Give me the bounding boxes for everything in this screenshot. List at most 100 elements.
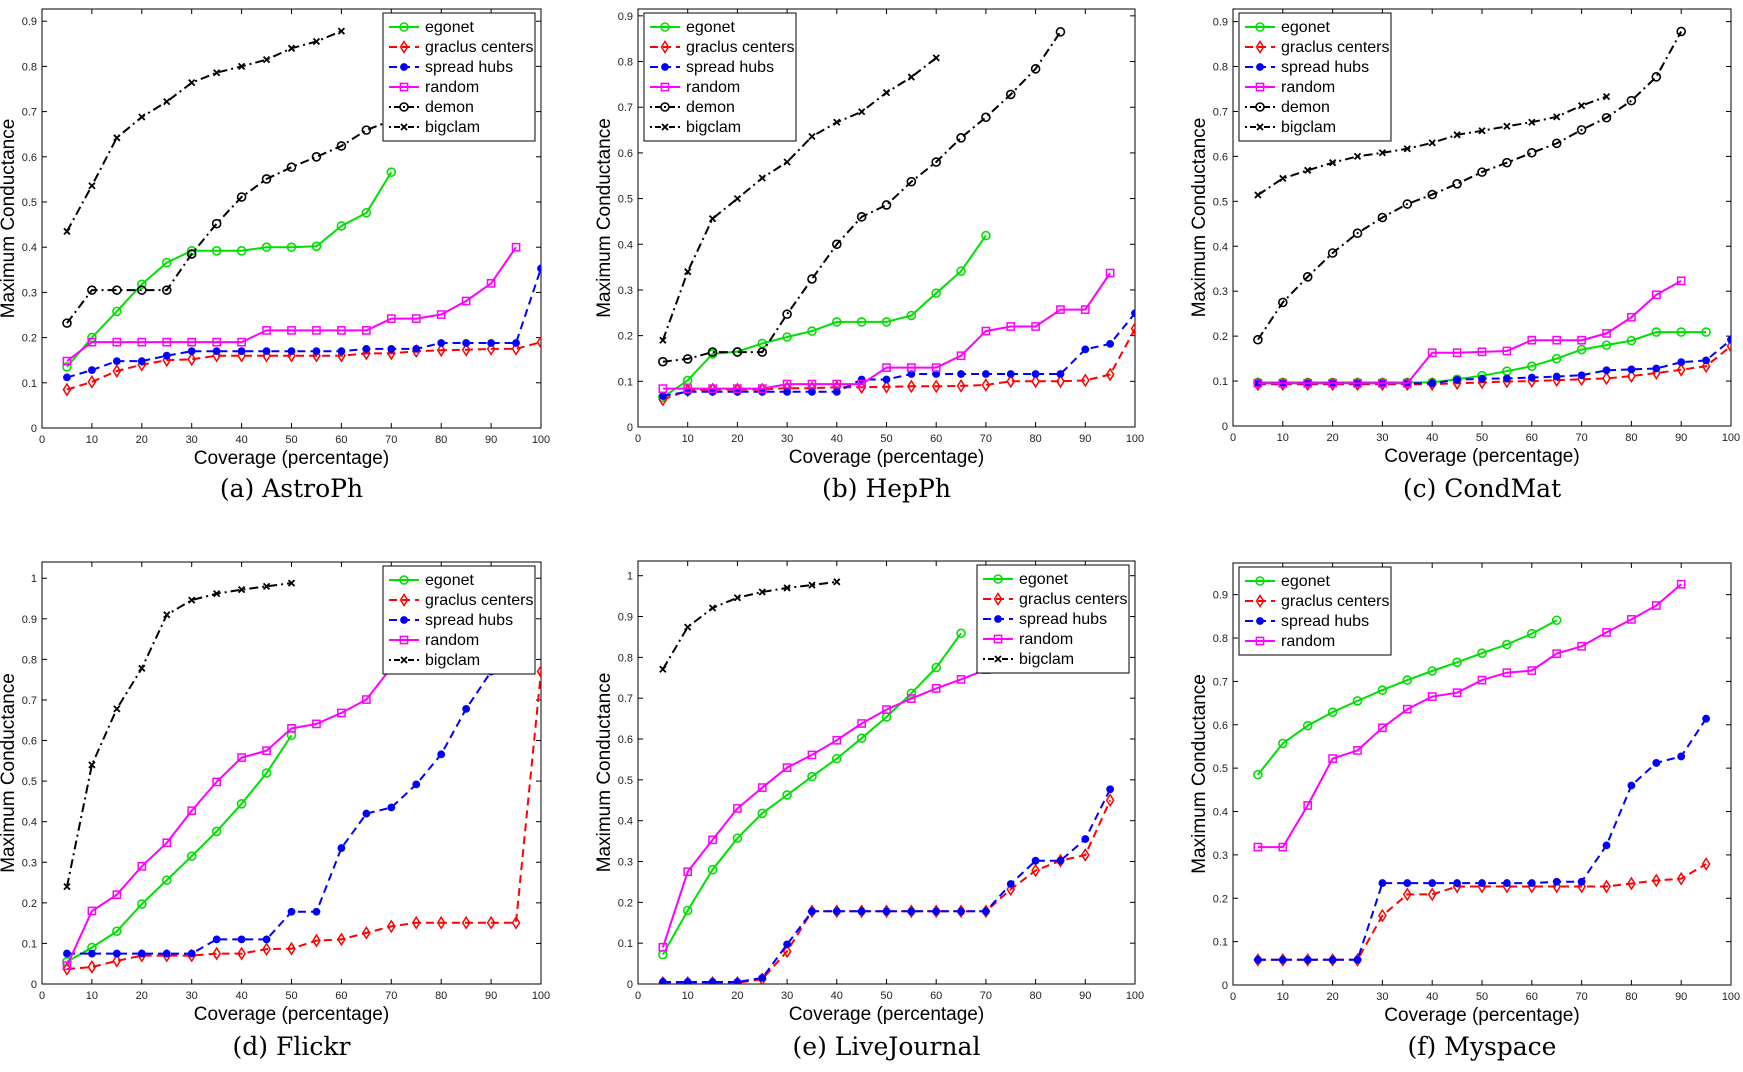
data-point-egonet xyxy=(261,768,272,778)
data-point-bigclam xyxy=(287,44,296,52)
chart-panel: 0 10 20 30 40 50 60 70 80 90 100 0 0.1 0.2 0.3 0.4 0.5 0.… xyxy=(0,561,550,1061)
data-point-spread-hubs xyxy=(1031,370,1040,378)
data-point-bigclam xyxy=(1328,159,1337,167)
data-point-random xyxy=(1502,346,1512,356)
x-tick-label: 30 xyxy=(781,433,793,445)
data-point-random xyxy=(212,337,222,347)
data-point-demon xyxy=(1427,189,1437,200)
data-point-graclus-centers xyxy=(436,343,446,358)
data-point-spread-hubs xyxy=(1503,879,1511,887)
y-tick-label: 0.9 xyxy=(22,614,37,626)
x-tick-label: 40 xyxy=(1426,991,1438,1003)
data-point-spread-hubs xyxy=(832,387,841,396)
data-point-egonet xyxy=(682,905,693,916)
data-point-random xyxy=(112,337,122,347)
data-point-egonet xyxy=(211,826,222,837)
data-point-random xyxy=(486,279,496,288)
data-point-egonet xyxy=(311,241,322,252)
data-point-bigclam xyxy=(163,611,171,619)
data-point-demon xyxy=(956,133,966,143)
data-point-demon xyxy=(87,285,97,295)
data-point-egonet xyxy=(236,799,247,809)
legend-marker-demon xyxy=(660,102,670,112)
data-point-spread-hubs xyxy=(1627,781,1636,790)
x-tick-label: 90 xyxy=(485,990,497,1002)
data-point-graclus-centers xyxy=(486,342,496,356)
data-point-bigclam xyxy=(684,268,692,276)
series-group xyxy=(658,27,1135,407)
data-point-random xyxy=(1552,649,1562,658)
legend: egonet graclus centers spread hubs random bi… xyxy=(976,564,1130,674)
data-point-graclus-centers xyxy=(1105,793,1115,808)
x-tick-label: 0 xyxy=(39,990,45,1002)
legend-marker-graclus-centers xyxy=(1255,40,1265,54)
data-point-spread-hubs xyxy=(882,907,891,916)
y-tick-label: 0.4 xyxy=(1213,241,1228,253)
x-tick-label: 60 xyxy=(1526,991,1538,1003)
data-point-demon xyxy=(732,347,743,357)
data-point-egonet xyxy=(1452,657,1462,668)
data-point-graclus-centers xyxy=(287,941,296,956)
legend-marker-random xyxy=(399,635,409,645)
data-point-spread-hubs xyxy=(982,370,990,378)
data-point-spread-hubs xyxy=(1652,759,1661,767)
data-point-spread-hubs xyxy=(88,366,96,375)
data-point-egonet xyxy=(137,899,147,909)
series-line-spread-hubs xyxy=(67,671,492,955)
data-point-spread-hubs xyxy=(1403,879,1412,887)
data-point-bigclam xyxy=(138,664,146,672)
legend-label-egonet: egonet xyxy=(1281,19,1330,36)
data-point-bigclam xyxy=(1254,191,1262,199)
data-point-graclus-centers xyxy=(386,919,396,934)
x-tick-label: 80 xyxy=(1029,433,1041,445)
data-point-egonet xyxy=(161,875,172,885)
y-tick-label: 0.3 xyxy=(1213,286,1228,298)
data-point-spread-hubs xyxy=(287,347,296,356)
data-point-egonet xyxy=(1402,675,1413,685)
data-point-demon xyxy=(807,274,817,284)
y-tick-label: 0.8 xyxy=(1213,62,1228,74)
data-point-spread-hubs xyxy=(487,339,496,347)
data-point-spread-hubs xyxy=(783,940,791,949)
data-point-graclus-centers xyxy=(1627,876,1636,891)
data-point-egonet xyxy=(782,332,792,342)
x-tick-label: 100 xyxy=(1126,433,1144,445)
data-point-spread-hubs xyxy=(683,978,692,984)
data-point-random xyxy=(832,735,842,745)
x-tick-label: 10 xyxy=(1277,991,1289,1003)
data-point-graclus-centers xyxy=(187,352,197,367)
data-point-bigclam xyxy=(287,579,296,587)
data-point-spread-hubs xyxy=(1677,358,1686,367)
data-point-spread-hubs xyxy=(1106,785,1115,794)
data-point-bigclam xyxy=(88,182,96,190)
x-tick-label: 70 xyxy=(980,433,992,445)
x-tick-label: 30 xyxy=(781,990,793,1002)
data-point-graclus-centers xyxy=(1378,908,1387,923)
data-point-random xyxy=(137,861,147,871)
legend-label-demon: demon xyxy=(686,99,735,116)
data-point-egonet xyxy=(1377,685,1388,695)
x-tick-label: 20 xyxy=(731,433,743,445)
data-point-spread-hubs xyxy=(982,907,990,916)
legend-marker-random xyxy=(660,82,670,92)
data-point-spread-hubs xyxy=(658,978,667,984)
data-point-spread-hubs xyxy=(932,907,941,916)
data-point-demon xyxy=(62,318,72,328)
data-point-demon xyxy=(856,212,867,222)
x-tick-label: 80 xyxy=(435,990,447,1002)
data-point-random xyxy=(1602,628,1611,637)
data-point-spread-hubs xyxy=(1627,365,1636,374)
data-point-random xyxy=(1627,312,1636,322)
y-tick-label: 0.4 xyxy=(22,817,37,829)
data-point-bigclam xyxy=(63,882,71,891)
chart-caption: (e) LiveJournal xyxy=(793,1032,981,1061)
data-point-demon xyxy=(1676,26,1686,37)
data-point-random xyxy=(757,783,767,792)
data-point-spread-hubs xyxy=(1081,835,1090,843)
series-line-random xyxy=(662,272,1112,390)
data-point-demon xyxy=(1005,89,1016,100)
data-point-spread-hubs xyxy=(337,347,346,356)
data-point-spread-hubs xyxy=(1702,356,1710,365)
data-point-spread-hubs xyxy=(412,345,421,353)
data-point-egonet xyxy=(1651,327,1662,337)
